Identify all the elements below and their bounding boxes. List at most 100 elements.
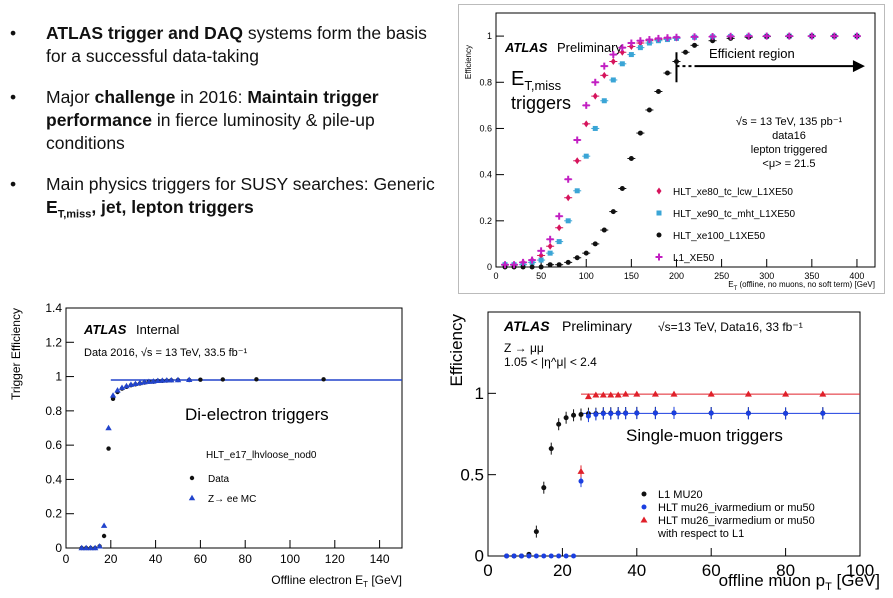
data-point — [96, 543, 103, 549]
data-point — [127, 381, 135, 387]
data-point — [853, 32, 861, 40]
info-text: <μ> = 21.5 — [762, 158, 815, 170]
data-point — [785, 32, 793, 40]
data-point — [578, 478, 584, 484]
data-point — [584, 393, 592, 400]
data-point — [592, 391, 600, 398]
efficient-region-label: Efficient region — [709, 46, 795, 61]
data-point — [618, 44, 626, 52]
data-point — [538, 257, 544, 263]
bullet-text: in 2016: — [175, 87, 248, 107]
data-point — [628, 52, 634, 58]
bullet-marker: • — [10, 174, 17, 194]
bullet-marker: • — [10, 23, 17, 43]
data-point — [619, 48, 625, 56]
data-point — [136, 379, 144, 386]
x-axis-label: Offline electron ET [GeV] — [271, 573, 402, 589]
x-tick-label: 50 — [536, 271, 546, 281]
x-tick-label: 200 — [669, 271, 684, 281]
bullet-text: challenge — [94, 87, 176, 107]
data-point — [673, 58, 679, 64]
x-tick-label: 120 — [325, 552, 345, 566]
info-text: 1.05 < |η^μ| < 2.4 — [504, 355, 597, 369]
y-tick-label: 0.8 — [45, 404, 62, 418]
data-point — [591, 78, 599, 86]
x-tick-label: 300 — [759, 271, 774, 281]
info-text: data16 — [772, 130, 806, 142]
panel-title-line2: triggers — [511, 93, 571, 113]
data-point — [670, 390, 678, 397]
data-point — [501, 261, 509, 269]
data-point — [528, 256, 536, 264]
bullet-text: systems form the basis for a successful … — [46, 23, 427, 66]
data-point — [663, 34, 671, 42]
data-point — [609, 51, 617, 59]
y-tick-label: 0.2 — [479, 216, 492, 226]
legend-label-cont: with respect to L1 — [657, 528, 744, 540]
data-point — [518, 553, 524, 559]
atlas-status: Preliminary — [557, 40, 623, 55]
y-tick-label: 0.5 — [460, 465, 484, 484]
data-point — [636, 37, 644, 45]
data-point — [548, 446, 554, 452]
data-point — [709, 33, 717, 41]
legend-title: HLT_e17_lhvloose_nod0 — [206, 450, 317, 461]
data-point — [783, 411, 789, 417]
bullet-text: Maintain trigger performance — [46, 87, 379, 130]
x-tick-label: 60 — [194, 552, 208, 566]
atlas-status: Preliminary — [562, 318, 632, 334]
data-point — [623, 410, 629, 416]
data-point — [583, 153, 589, 159]
data-point — [622, 390, 630, 397]
atlas-label: ATLAS — [83, 322, 127, 337]
x-tick-label: 400 — [849, 271, 864, 281]
data-point — [541, 553, 547, 559]
bullet-list: • ATLAS trigger and DAQ systems form the … — [0, 22, 440, 245]
data-point — [533, 529, 539, 535]
data-point — [578, 411, 584, 417]
data-point — [565, 194, 571, 202]
data-point — [533, 553, 539, 559]
data-point — [556, 224, 562, 232]
data-point — [745, 410, 751, 416]
data-point — [654, 34, 662, 42]
bullet-text: in fierce luminosity & pile-up condition… — [46, 110, 375, 153]
data-point — [163, 377, 170, 383]
data-point — [546, 235, 554, 243]
data-point — [82, 544, 90, 551]
legend-marker — [641, 491, 647, 497]
data-point — [585, 413, 591, 419]
data-point — [637, 45, 643, 51]
data-point — [114, 387, 121, 393]
data-point — [808, 32, 816, 40]
data-point — [583, 250, 589, 256]
data-point — [710, 38, 716, 44]
data-point — [548, 553, 554, 559]
data-point — [109, 392, 117, 398]
data-point — [564, 175, 572, 183]
data-point — [574, 157, 580, 165]
data-point — [608, 411, 614, 417]
panel-title: ET,miss — [511, 68, 562, 93]
panel-title: Single-muon triggers — [626, 426, 783, 445]
legend-marker — [656, 210, 662, 216]
data-point — [78, 544, 85, 551]
x-tick-label: 150 — [624, 271, 639, 281]
bullet-item: • Major challenge in 2016: Maintain trigg… — [0, 86, 440, 155]
data-point — [745, 32, 753, 40]
data-point — [619, 185, 625, 191]
data-point — [645, 36, 653, 44]
electron-efficiency-chart: 0 20 40 60 80 100 120 140 0 0.2 0.4 0.6 0.8 1 1.2 1.4 Tr… — [9, 301, 403, 589]
y-tick-label: 0.4 — [479, 170, 492, 180]
data-point — [519, 258, 527, 266]
data-point — [538, 264, 544, 270]
y-tick-label: 1 — [487, 31, 492, 41]
data-point — [671, 410, 677, 416]
x-tick-label: 140 — [370, 552, 390, 566]
data-point — [510, 261, 518, 269]
panel-title: Di-electron triggers — [185, 405, 329, 424]
data-point — [607, 391, 615, 398]
data-point — [511, 553, 517, 559]
data-point — [547, 242, 553, 250]
data-point — [600, 411, 606, 417]
